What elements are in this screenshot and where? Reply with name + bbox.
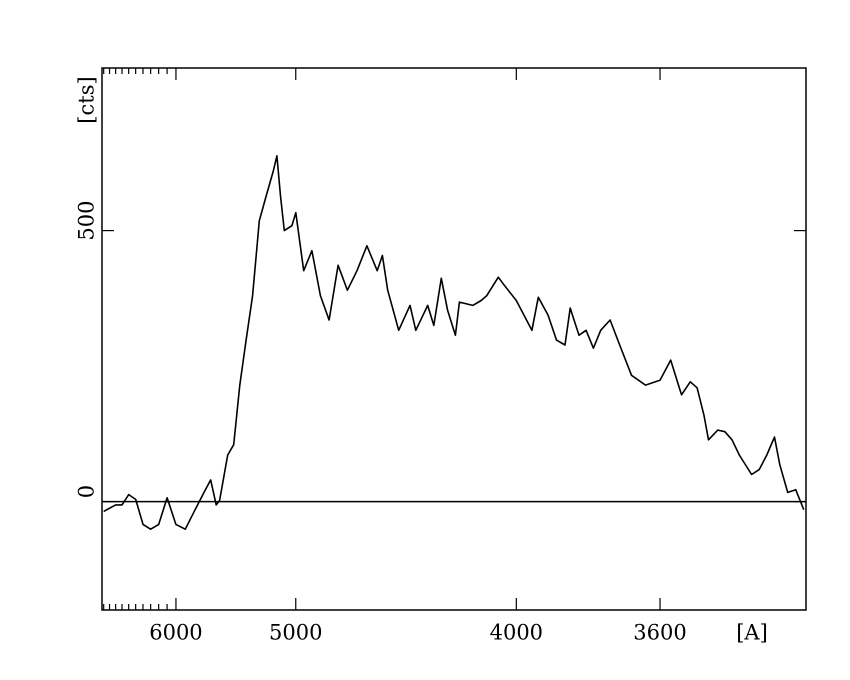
x-tick-label: 6000 <box>149 621 202 645</box>
x-tick-label: 5000 <box>269 621 322 645</box>
x-tick-label: 3600 <box>633 621 686 645</box>
x-tick-label: 4000 <box>490 621 543 645</box>
plot-frame <box>101 67 807 611</box>
y-axis-label: [cts] <box>75 76 99 123</box>
x-axis-label: [A] <box>736 621 768 645</box>
y-tick-label: 0 <box>75 485 99 498</box>
y-tick-label: 500 <box>75 201 99 241</box>
spectrum-line <box>103 155 805 530</box>
